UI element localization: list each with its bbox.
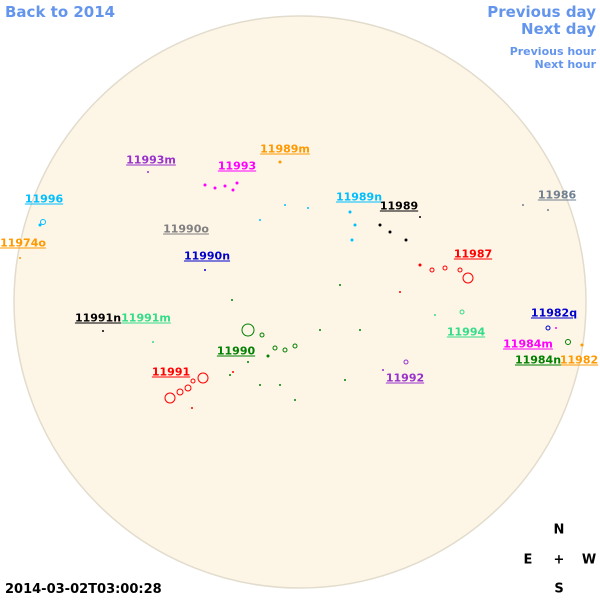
region-label[interactable]: 11990 <box>216 344 256 358</box>
region-label[interactable]: 11996 <box>24 192 64 206</box>
region-label[interactable]: 11982q <box>530 306 578 320</box>
sunspot <box>232 371 234 373</box>
back-link[interactable]: Back to 2014 <box>5 3 116 21</box>
region-label[interactable]: 11991 <box>151 365 191 379</box>
sunspot <box>399 291 401 293</box>
sunspot <box>278 160 282 164</box>
sunspot <box>164 392 176 404</box>
sunspot <box>247 361 249 363</box>
sunspot <box>339 284 341 286</box>
sunspot <box>404 238 408 242</box>
sunspot <box>319 329 321 331</box>
region-label[interactable]: 11989 <box>379 199 419 213</box>
sunspot <box>229 374 231 376</box>
sunspot <box>418 263 422 267</box>
sunspot <box>359 329 361 331</box>
sunspot <box>279 384 281 386</box>
sunspot <box>197 372 209 384</box>
compass-center: + <box>553 552 565 568</box>
sunspot <box>350 238 354 242</box>
next-day-link[interactable]: Next day <box>521 20 596 38</box>
sunspot <box>203 183 207 187</box>
sunspot <box>292 343 298 349</box>
sunspot <box>419 216 421 218</box>
region-label[interactable]: 11991m <box>121 311 171 325</box>
sunspot <box>294 399 296 401</box>
sunspot <box>459 309 465 315</box>
sunspot <box>353 223 357 227</box>
region-label[interactable]: 11993 <box>217 159 257 173</box>
region-label[interactable]: 11990o <box>163 222 209 236</box>
sunspot <box>547 209 549 211</box>
sunspot <box>565 339 571 345</box>
sunspot <box>223 184 227 188</box>
region-label[interactable]: 11974o <box>0 236 46 250</box>
sunspot <box>259 384 261 386</box>
sunspot <box>555 327 557 329</box>
region-label[interactable]: 11991n <box>74 311 122 325</box>
sunspot <box>259 332 265 338</box>
next-hour-link[interactable]: Next hour <box>534 58 597 71</box>
sunspot <box>176 388 184 396</box>
sunspot <box>259 219 261 221</box>
sunspot <box>19 257 21 259</box>
solar-disk <box>13 15 587 589</box>
sunspot <box>348 210 352 214</box>
sunspot <box>522 204 524 206</box>
region-label[interactable]: 11989m <box>260 142 310 156</box>
sunspot <box>388 230 392 234</box>
sunspot <box>38 223 42 227</box>
sunspot <box>344 379 346 381</box>
region-label[interactable]: 11994 <box>446 325 486 339</box>
previous-hour-link[interactable]: Previous hour <box>509 45 596 58</box>
region-label[interactable]: 11992 <box>385 371 425 385</box>
sunspot <box>284 204 286 206</box>
region-label[interactable]: 11982 <box>559 353 599 367</box>
region-label[interactable]: 11986 <box>537 188 577 202</box>
sunspot <box>442 265 448 271</box>
sunspot <box>184 384 192 392</box>
sunspot <box>102 330 104 332</box>
sunspot <box>40 219 46 225</box>
compass-north: N <box>553 522 565 538</box>
sunspot <box>204 269 206 271</box>
sunspot <box>462 272 474 284</box>
sunspot <box>235 181 239 185</box>
sunspot <box>266 354 270 358</box>
sunspot <box>434 314 436 316</box>
region-label[interactable]: 11993m <box>126 153 176 167</box>
sunspot <box>231 299 233 301</box>
sunspot <box>213 186 217 190</box>
sunspot <box>231 188 235 192</box>
region-label[interactable]: 11989n <box>335 190 383 204</box>
region-label[interactable]: 11987 <box>453 247 493 261</box>
sunspot <box>429 267 435 273</box>
region-label[interactable]: 11984m <box>503 337 553 351</box>
sunspot <box>191 407 193 409</box>
sunspot <box>241 323 255 337</box>
sunspot <box>307 207 309 209</box>
sunspot <box>272 345 278 351</box>
region-label[interactable]: 11984n <box>514 353 562 367</box>
sunspot <box>403 359 409 365</box>
sunspot <box>580 343 584 347</box>
sunspot <box>457 267 463 273</box>
compass-west: W <box>581 552 597 568</box>
previous-day-link[interactable]: Previous day <box>487 3 596 21</box>
region-label[interactable]: 11990n <box>183 249 231 263</box>
sunspot <box>152 341 154 343</box>
sunspot <box>190 378 196 384</box>
sunspot <box>282 347 288 353</box>
sunspot <box>147 171 149 173</box>
compass-south: S <box>554 581 564 597</box>
sunspot <box>382 369 384 371</box>
sunspot <box>545 325 551 331</box>
sunspot <box>378 223 382 227</box>
compass-east: E <box>523 552 533 568</box>
sunspots <box>19 160 584 409</box>
timestamp: 2014-03-02T03:00:28 <box>5 582 162 597</box>
